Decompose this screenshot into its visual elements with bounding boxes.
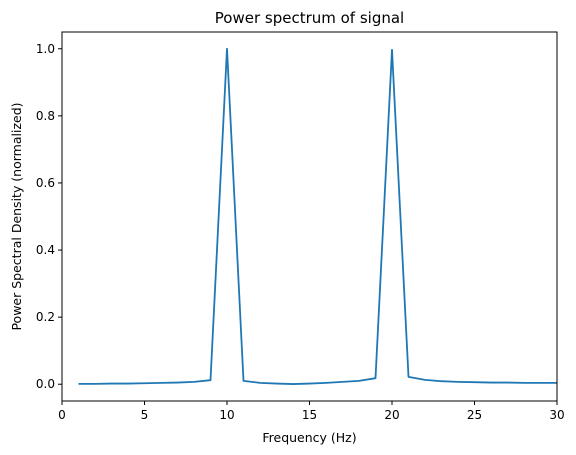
y-axis: 0.0 0.2 0.4 0.6 0.8 1.0 [36, 42, 62, 391]
x-tick-label: 0 [58, 408, 66, 422]
x-axis-label: Frequency (Hz) [262, 430, 356, 445]
x-tick-label: 15 [302, 408, 317, 422]
x-tick-label: 25 [467, 408, 482, 422]
y-tick-label: 0.4 [36, 243, 55, 257]
y-tick-label: 0.6 [36, 176, 55, 190]
y-tick-label: 1.0 [36, 42, 55, 56]
y-tick-label: 0.0 [36, 377, 55, 391]
x-axis: 0 5 10 15 20 25 30 [58, 401, 565, 422]
series-line [78, 47, 557, 385]
x-tick-label: 10 [219, 408, 234, 422]
y-tick-label: 0.8 [36, 109, 55, 123]
y-axis-label: Power Spectral Density (normalized) [9, 102, 24, 330]
axes-frame [61, 31, 558, 402]
x-tick-label: 20 [384, 408, 399, 422]
y-tick-label: 0.2 [36, 310, 55, 324]
chart-title: Power spectrum of signal [215, 9, 404, 27]
x-tick-label: 30 [549, 408, 564, 422]
x-tick-label: 5 [141, 408, 149, 422]
